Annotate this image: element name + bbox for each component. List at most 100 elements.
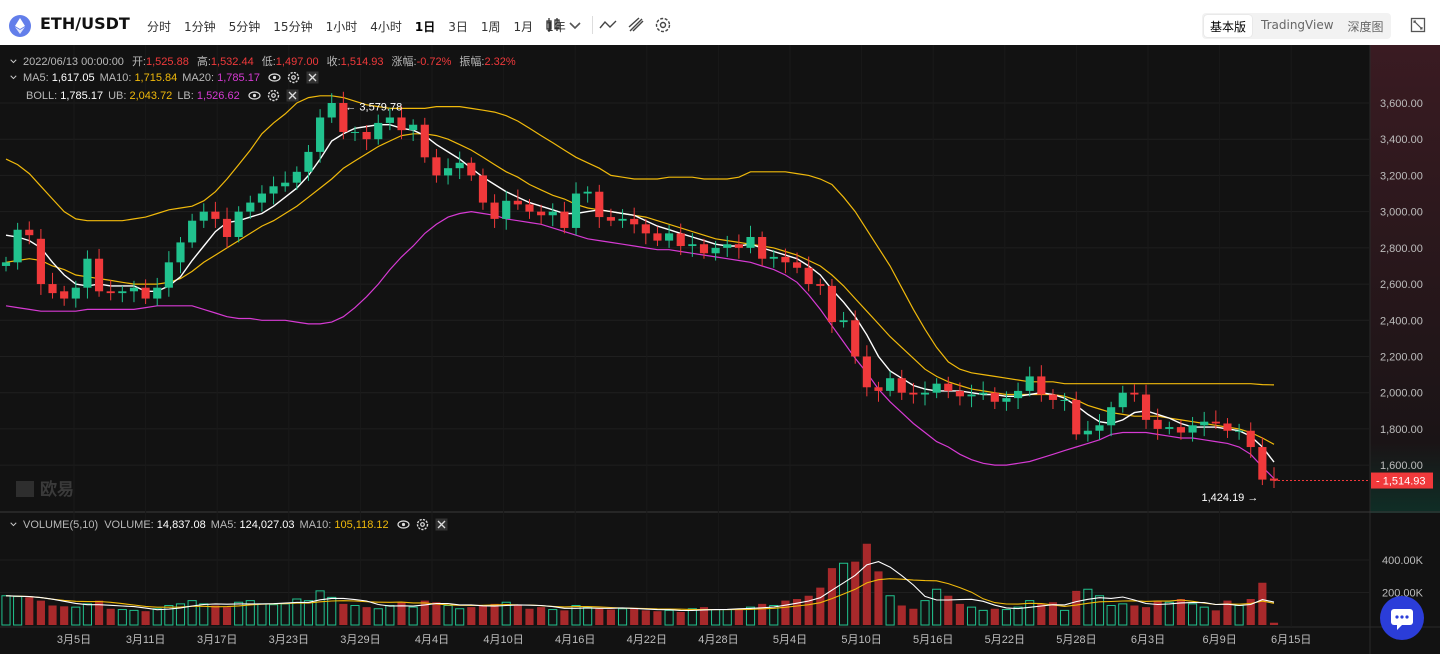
mode-tab-0[interactable]: 基本版: [1204, 15, 1253, 37]
eye-icon[interactable]: [248, 89, 261, 102]
kline-chart[interactable]: 3,600.00 3,400.00 3,200.00 3,000.00 2,800.00…: [0, 45, 1440, 654]
candle-body-58: [676, 233, 685, 247]
interval-tab-8[interactable]: 1周: [480, 20, 501, 34]
price-tick-9: 1,800.00: [1380, 424, 1423, 436]
interval-tab-2[interactable]: 5分钟: [228, 20, 261, 34]
volume-bar-48: [560, 610, 569, 625]
drawing-tool-icon[interactable]: [626, 15, 646, 35]
interval-tab-6[interactable]: 1日: [414, 20, 436, 34]
candle-body-5: [60, 291, 69, 299]
volume-bar-14: [164, 605, 174, 626]
ohlc-legend: 2022/06/13 00:00:00 开:1,525.88 高:1,532.44 低…: [10, 53, 516, 69]
collapse-chevron-icon[interactable]: [10, 71, 19, 84]
time-tick-3: 3月23日: [269, 634, 309, 646]
candle-body-28: [327, 103, 336, 118]
volume-bar-94: [1094, 595, 1105, 626]
indicator-icon[interactable]: [598, 15, 618, 35]
interval-tab-0[interactable]: 分时: [147, 20, 172, 34]
candle-body-53: [618, 218, 627, 221]
chart-toolbar: ETH/USDT 分时 1分钟 5分钟 15分钟 1小时 4小时 1日 3日 1周 1月 1年 基本…: [0, 0, 1440, 53]
volume-bar-7: [82, 603, 93, 626]
close-label: 收:: [326, 56, 341, 68]
time-tick-4: 3月29日: [340, 634, 380, 646]
volume-bar-16: [187, 600, 197, 626]
collapse-chevron-icon[interactable]: [10, 518, 19, 531]
gear-icon[interactable]: [287, 71, 300, 84]
volume-bar-79: [920, 600, 930, 626]
gear-icon[interactable]: [416, 518, 429, 531]
eye-icon[interactable]: [268, 71, 281, 84]
volume-bar-45: [525, 608, 534, 625]
volume-bar-15: [175, 603, 186, 626]
lb-label: LB:: [177, 90, 194, 102]
settings-gear-icon[interactable]: [653, 15, 673, 35]
candle-body-51: [595, 191, 604, 218]
interval-tab-9[interactable]: 1月: [513, 20, 534, 34]
volume-bar-78: [909, 608, 918, 625]
volume-bar-98: [1141, 607, 1151, 625]
candle-body-24: [281, 182, 290, 187]
candle-body-79: [920, 392, 930, 395]
time-tick-0: 3月5日: [57, 634, 91, 646]
candle-body-77: [897, 378, 906, 393]
candle-body-15: [176, 242, 185, 263]
mode-tab-2[interactable]: 深度图: [1347, 20, 1384, 34]
mode-tab-1[interactable]: TradingView: [1261, 18, 1334, 32]
candle-body-83: [967, 394, 976, 397]
volume-bar-47: [548, 609, 558, 626]
candle-body-108: [1258, 447, 1267, 480]
volume-bar-74: [862, 543, 871, 625]
candle-body-98: [1141, 394, 1151, 420]
candle-body-59: [688, 244, 697, 247]
volume-bar-35: [408, 606, 418, 626]
interval-tab-5[interactable]: 4小时: [370, 20, 402, 34]
candle-body-12: [141, 287, 150, 299]
volume-bar-109: [1269, 622, 1279, 625]
volume-bar-88: [1025, 600, 1035, 626]
chevron-down-icon[interactable]: [565, 15, 585, 35]
volume-bar-82: [955, 603, 964, 625]
candle-body-54: [630, 218, 639, 225]
volume-bar-53: [617, 608, 628, 626]
candle-body-99: [1153, 419, 1162, 429]
eye-icon[interactable]: [397, 518, 410, 531]
candle-body-68: [792, 262, 802, 268]
volume-bar-8: [94, 600, 104, 625]
volume-bar-0: [1, 595, 11, 626]
gear-icon[interactable]: [267, 89, 280, 102]
interval-selector: 分时 1分钟 5分钟 15分钟 1小时 4小时 1日 3日 1周 1月 1年: [147, 18, 579, 35]
trading-pair-symbol[interactable]: ETH/USDT: [40, 14, 130, 33]
close-icon[interactable]: [306, 71, 319, 84]
volume-bar-56: [653, 611, 662, 625]
volume-bar-23: [268, 604, 279, 626]
candle-body-7: [83, 258, 92, 288]
candle-body-27: [316, 117, 325, 152]
chat-support-button[interactable]: [1380, 596, 1424, 640]
candle-body-8: [94, 258, 104, 292]
volume-bar-29: [339, 603, 348, 625]
close-icon[interactable]: [435, 518, 448, 531]
vol-ma5-value: 124,027.03: [239, 519, 295, 531]
candle-body-94: [1095, 425, 1104, 431]
volume-bar-107: [1246, 599, 1255, 625]
candle-body-81: [944, 383, 953, 391]
interval-tab-7[interactable]: 3日: [448, 20, 468, 34]
interval-tab-4[interactable]: 1小时: [325, 20, 358, 34]
interval-tab-1[interactable]: 1分钟: [184, 20, 216, 34]
volume-bar-40: [467, 607, 476, 625]
candlestick-type-icon[interactable]: [543, 15, 563, 35]
time-tick-5: 4月4日: [415, 634, 449, 646]
volume-bar-76: [885, 595, 895, 626]
fullscreen-icon[interactable]: [1410, 17, 1426, 37]
candle-body-66: [769, 256, 778, 259]
price-tick-5: 2,600.00: [1380, 279, 1423, 291]
volume-bar-12: [141, 611, 150, 625]
interval-tab-3[interactable]: 15分钟: [273, 20, 313, 34]
close-icon[interactable]: [286, 89, 299, 102]
time-tick-2: 3月17日: [197, 634, 237, 646]
change-value: -0.72%: [416, 56, 452, 68]
collapse-chevron-icon[interactable]: [10, 55, 19, 68]
volume-bar-17: [199, 603, 209, 626]
ohlc-date: 2022/06/13 00:00:00: [23, 56, 124, 68]
volume-bar-59: [687, 608, 697, 626]
